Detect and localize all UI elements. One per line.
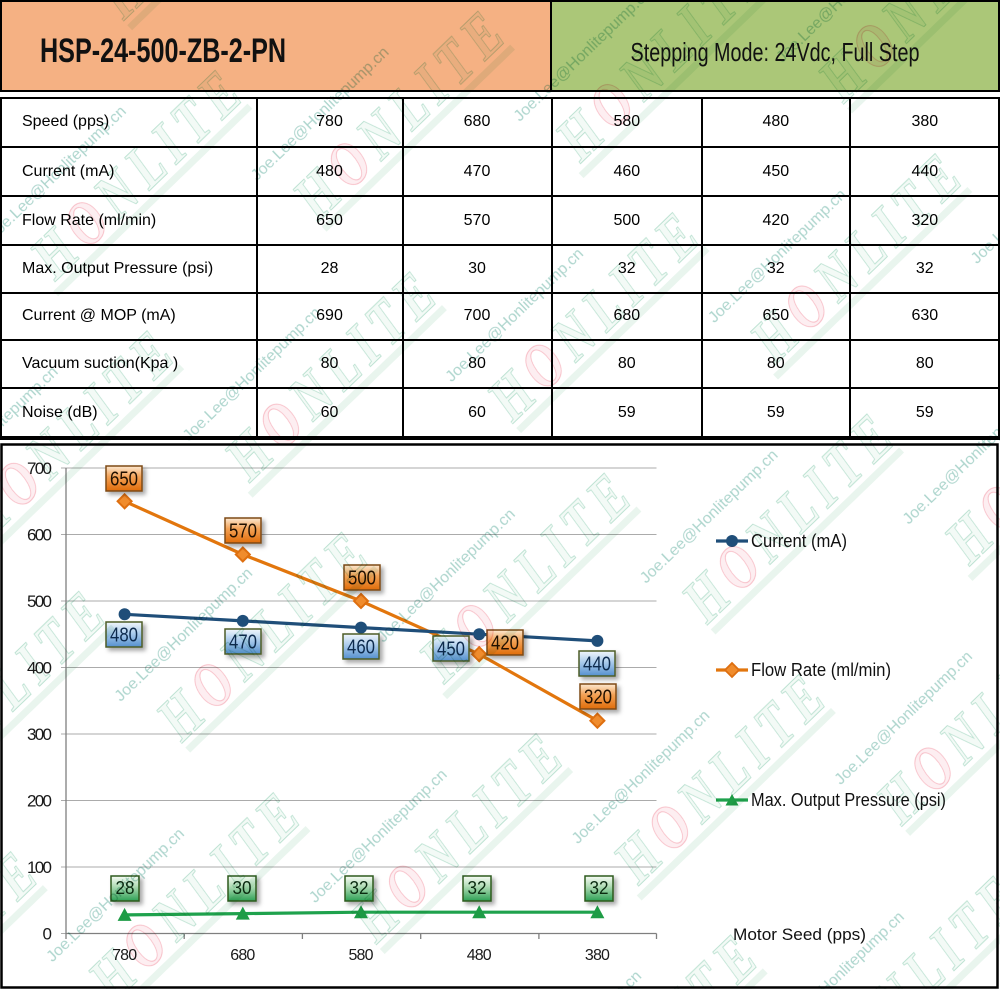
svg-text:Current (mA): Current (mA): [751, 531, 847, 551]
svg-text:400: 400: [27, 659, 52, 678]
svg-text:780: 780: [112, 947, 137, 964]
svg-text:500: 500: [348, 568, 376, 590]
svg-text:480: 480: [110, 625, 138, 647]
svg-text:470: 470: [229, 632, 257, 654]
svg-text:0: 0: [43, 925, 52, 944]
svg-text:450: 450: [437, 639, 465, 661]
svg-text:580: 580: [349, 947, 374, 964]
svg-text:32: 32: [350, 878, 369, 898]
svg-text:440: 440: [583, 654, 611, 676]
svg-text:Flow Rate (ml/min): Flow Rate (ml/min): [751, 660, 891, 680]
svg-text:32: 32: [590, 878, 609, 898]
svg-text:Max. Output Pressure (psi): Max. Output Pressure (psi): [751, 790, 946, 810]
svg-text:420: 420: [491, 633, 519, 655]
svg-text:680: 680: [230, 947, 255, 964]
svg-text:320: 320: [584, 687, 612, 709]
svg-text:650: 650: [110, 469, 138, 491]
svg-text:600: 600: [27, 526, 52, 545]
svg-text:30: 30: [233, 878, 252, 898]
svg-text:300: 300: [27, 725, 52, 744]
svg-text:460: 460: [347, 637, 375, 659]
svg-text:100: 100: [27, 858, 52, 877]
svg-text:200: 200: [27, 792, 52, 811]
svg-text:28: 28: [116, 878, 135, 898]
svg-text:480: 480: [467, 947, 492, 964]
svg-text:500: 500: [27, 592, 52, 611]
svg-text:570: 570: [229, 521, 257, 543]
svg-text:380: 380: [585, 947, 610, 964]
svg-text:700: 700: [27, 459, 52, 478]
svg-text:32: 32: [468, 878, 487, 898]
svg-text:Motor Seed (pps): Motor Seed (pps): [733, 925, 866, 944]
